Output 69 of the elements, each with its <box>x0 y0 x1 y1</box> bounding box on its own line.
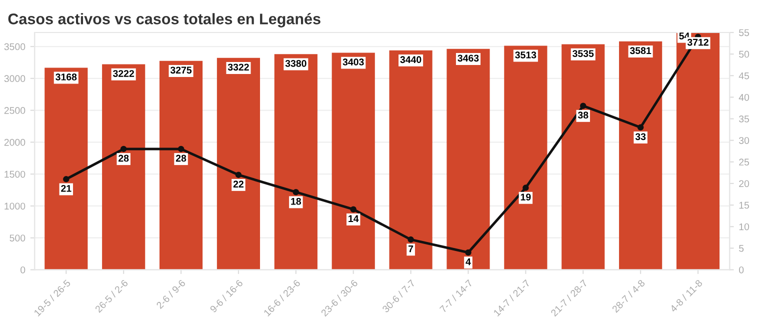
bar <box>389 50 432 270</box>
data-label: 3222 <box>113 70 134 77</box>
y-tick-label: 1000 <box>4 202 26 210</box>
y2-tick-label: 35 <box>739 116 750 122</box>
data-label: 7 <box>408 245 414 252</box>
y-tick-label: 2500 <box>4 107 26 114</box>
bar <box>44 68 88 270</box>
bar <box>274 54 318 270</box>
y2-tick-label: 20 <box>739 180 750 188</box>
data-label: 3322 <box>228 64 249 71</box>
data-label: 3513 <box>515 52 536 58</box>
y-tick-label: 3500 <box>4 43 26 50</box>
bar <box>562 44 605 270</box>
x-tick-label: 4-8 / 11-8 <box>669 279 703 313</box>
point <box>120 146 127 152</box>
data-label: 3712 <box>687 38 708 46</box>
y2-tick-label: 5 <box>739 245 744 252</box>
data-label: 18 <box>291 198 302 205</box>
y2-tick-label: 45 <box>738 72 750 80</box>
bar <box>676 33 720 270</box>
bar <box>216 58 260 270</box>
data-label: 28 <box>176 154 186 162</box>
data-label: 28 <box>118 154 129 162</box>
y2-tick-label: 25 <box>739 158 750 166</box>
bar <box>504 46 548 270</box>
y2-tick-label: 15 <box>739 202 750 209</box>
point <box>235 172 242 178</box>
point <box>465 249 472 256</box>
bar <box>619 41 662 270</box>
data-label: 38 <box>578 112 588 119</box>
data-label: 14 <box>348 215 359 222</box>
data-label: 3440 <box>400 56 422 64</box>
bar <box>332 52 375 270</box>
x-tick-label: 2-6 / 9-6 <box>156 279 186 310</box>
y-tick-label: 3000 <box>4 75 26 82</box>
y-tick-label: 0 <box>20 266 26 274</box>
y-tick-label: 2000 <box>4 138 26 146</box>
y2-tick-label: 40 <box>738 94 750 101</box>
chart-title: Casos activos vs casos totales en Leganés <box>8 13 320 28</box>
y-tick-label: 500 <box>10 234 26 242</box>
bar <box>102 64 146 270</box>
data-label: 22 <box>233 180 244 188</box>
point <box>580 102 586 109</box>
point <box>350 206 356 212</box>
point <box>637 124 644 131</box>
data-label: 3535 <box>572 50 594 58</box>
point <box>408 236 414 243</box>
data-label: 3380 <box>285 60 306 67</box>
y-tick-label: 1500 <box>4 170 26 178</box>
y2-tick-label: 0 <box>739 266 744 274</box>
point <box>178 146 184 152</box>
data-label: 3168 <box>56 74 77 80</box>
y2-tick-label: 30 <box>739 137 750 144</box>
point <box>63 176 70 182</box>
y2-tick-label: 50 <box>739 50 750 58</box>
y2-tick-label: 55 <box>739 29 750 36</box>
data-label: 19 <box>520 194 531 200</box>
data-label: 33 <box>635 133 646 140</box>
bar <box>159 60 203 270</box>
data-label: 3275 <box>170 66 192 74</box>
point <box>292 188 300 196</box>
data-label: 4 <box>466 258 471 266</box>
data-label: 3463 <box>458 54 479 62</box>
point <box>522 184 529 191</box>
data-label: 21 <box>61 184 72 192</box>
data-label: 3581 <box>630 47 652 54</box>
y2-tick-label: 10 <box>739 223 750 230</box>
bar <box>446 48 490 270</box>
data-label: 3403 <box>342 58 364 66</box>
